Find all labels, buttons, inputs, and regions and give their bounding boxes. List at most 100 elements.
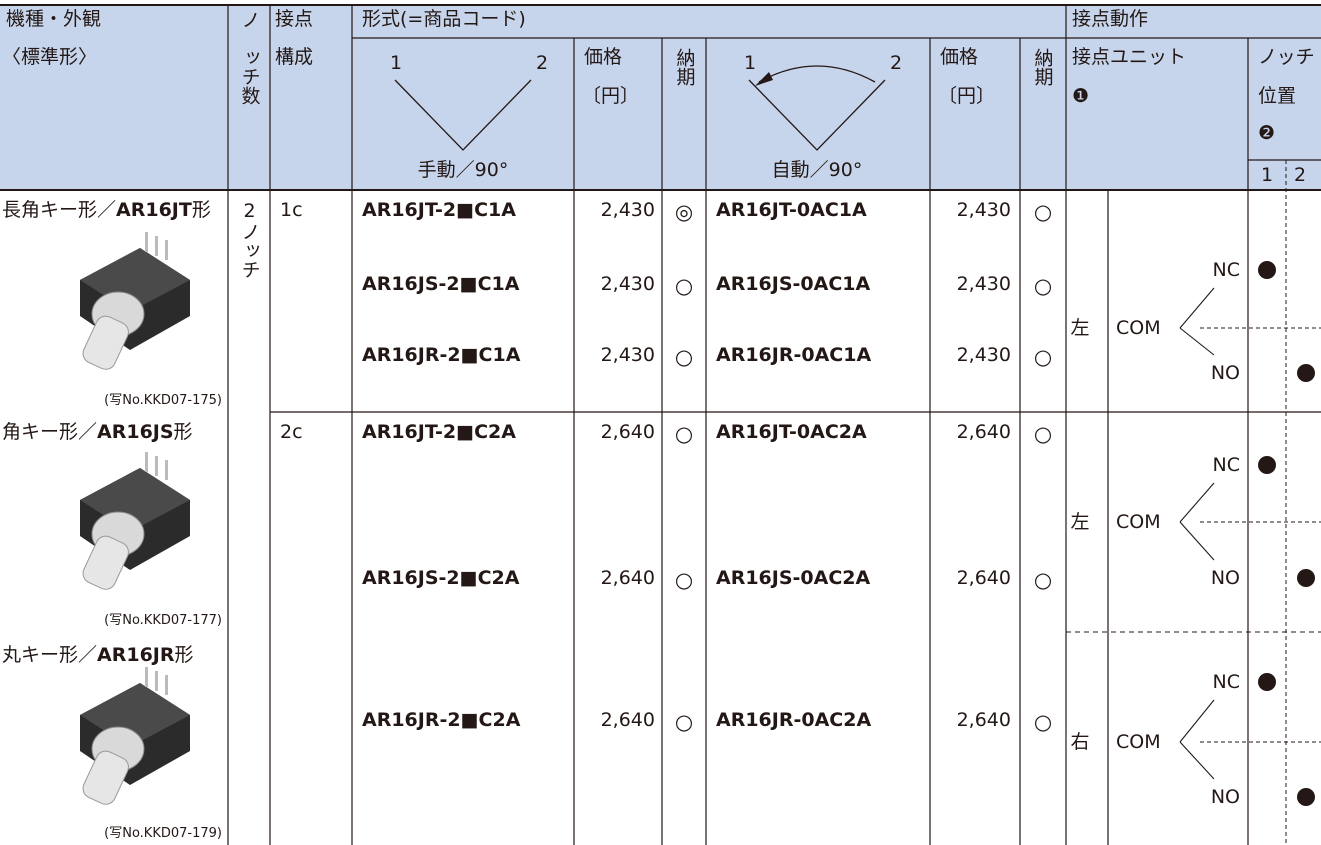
- product-code: AR16JS-0AC1A: [716, 272, 871, 295]
- product-code: AR16JT-0AC1A: [716, 198, 867, 221]
- price-header: 〔円〕: [938, 84, 996, 107]
- price: 2,640: [956, 566, 1011, 589]
- no-label: NO: [1210, 785, 1240, 808]
- key: [82, 315, 129, 370]
- product-suffix: 形: [174, 643, 194, 666]
- notch-dot: [1258, 673, 1276, 691]
- nc-label: NC: [1212, 670, 1240, 693]
- product-code: AR16JS-2■C2A: [362, 566, 520, 589]
- com-label: COM: [1116, 316, 1161, 339]
- price: 2,640: [600, 708, 655, 731]
- price: 2,640: [600, 420, 655, 443]
- return-arc: [758, 65, 876, 83]
- no-label: NO: [1210, 566, 1240, 589]
- product-suffix: 形: [173, 420, 193, 443]
- delivery: ○: [1033, 421, 1053, 446]
- terminal: [145, 667, 148, 687]
- contact-side: 左: [1070, 316, 1090, 339]
- terminal: [155, 671, 158, 691]
- delivery: ○: [1033, 709, 1053, 734]
- rule: [1179, 482, 1215, 523]
- switch-angle: [394, 79, 532, 151]
- header-type-code: 形式(=商品コード): [362, 7, 526, 30]
- price: 2,640: [600, 566, 655, 589]
- header-notch: ッチ数: [238, 48, 261, 105]
- position-label: 1: [744, 51, 757, 74]
- terminal: [165, 240, 168, 260]
- product-name: 角キー形／AR16JS形: [2, 420, 193, 443]
- photo-caption: (写No.KKD07-175): [104, 392, 222, 408]
- nc-label: NC: [1212, 258, 1240, 281]
- mode-label: 自動／90°: [771, 158, 863, 181]
- notch-dot: [1258, 456, 1276, 474]
- note-mark: ❶: [1072, 84, 1090, 107]
- product-code: AR16JR-0AC1A: [716, 343, 872, 366]
- note-mark: ❷: [1258, 121, 1276, 144]
- header-model: 機種・外観: [6, 7, 102, 30]
- price-header: 〔円〕: [582, 84, 640, 107]
- delivery: ○: [674, 709, 694, 734]
- header-notch-position: ノッチ: [1258, 45, 1315, 68]
- product-name: 角キー形／: [2, 420, 98, 443]
- header-notch: ノ: [238, 10, 261, 29]
- rule: [1179, 699, 1215, 743]
- contact-side: 左: [1070, 510, 1090, 533]
- notch-dot: [1297, 569, 1315, 587]
- product-code: AR16JT-2■C2A: [362, 420, 516, 443]
- mode-label: 手動／90°: [417, 158, 509, 181]
- photo-caption: (写No.KKD07-177): [104, 612, 222, 628]
- header-model-sub: 〈標準形〉: [2, 45, 98, 68]
- position-label: 2: [536, 51, 549, 74]
- price: 2,430: [600, 343, 655, 366]
- position-label: 1: [390, 51, 403, 74]
- price: 2,640: [956, 708, 1011, 731]
- delivery-header: 納期: [1031, 48, 1054, 86]
- header-contact-unit: 接点ユニット: [1072, 45, 1187, 68]
- contact-config: 1c: [280, 198, 303, 221]
- delivery: ○: [674, 567, 694, 592]
- delivery: ○: [674, 273, 694, 298]
- product-name: 丸キー形／AR16JR形: [2, 643, 194, 666]
- header-notch-position: 位置: [1258, 84, 1297, 107]
- price: 2,430: [600, 198, 655, 221]
- delivery: ◎: [674, 199, 694, 224]
- price: 2,430: [956, 198, 1011, 221]
- price-header: 価格: [940, 45, 979, 68]
- nc-label: NC: [1212, 453, 1240, 476]
- delivery: ○: [1033, 344, 1053, 369]
- product-suffix: 形: [191, 198, 211, 221]
- contact-config: 2c: [280, 420, 303, 443]
- product-code: AR16JS-2■C1A: [362, 272, 520, 295]
- com-label: COM: [1116, 730, 1161, 753]
- product-code: AR16JT-0AC2A: [716, 420, 867, 443]
- product-code: AR16JR-2■C2A: [362, 708, 521, 731]
- product-model: AR16JT: [116, 198, 192, 221]
- delivery: ○: [674, 421, 694, 446]
- key: [82, 535, 129, 590]
- delivery: ○: [1033, 199, 1053, 224]
- notch-dot: [1297, 788, 1315, 806]
- price: 2,430: [956, 343, 1011, 366]
- product-name: 長角キー形／AR16JT形: [2, 198, 211, 221]
- header-contact: 構成: [275, 45, 314, 68]
- price: 2,430: [600, 272, 655, 295]
- product-code: AR16JR-2■C1A: [362, 343, 521, 366]
- photo-caption: (写No.KKD07-179): [104, 825, 222, 841]
- delivery: ○: [674, 344, 694, 369]
- product-code: AR16JS-0AC2A: [716, 566, 871, 589]
- product-name: 丸キー形／: [2, 643, 98, 666]
- product-code: AR16JR-0AC2A: [716, 708, 872, 731]
- position-label: 2: [890, 51, 903, 74]
- header-operation: 接点動作: [1072, 7, 1149, 30]
- delivery: ○: [1033, 273, 1053, 298]
- notch-type: 2ノッチ: [238, 200, 261, 279]
- delivery-header: 納期: [673, 48, 696, 86]
- notch-dot: [1258, 261, 1276, 279]
- rule: [1179, 741, 1215, 780]
- switch-angle: [748, 79, 886, 151]
- arrow-head: [755, 72, 773, 86]
- com-label: COM: [1116, 510, 1161, 533]
- no-label: NO: [1210, 361, 1240, 384]
- price: 2,640: [956, 420, 1011, 443]
